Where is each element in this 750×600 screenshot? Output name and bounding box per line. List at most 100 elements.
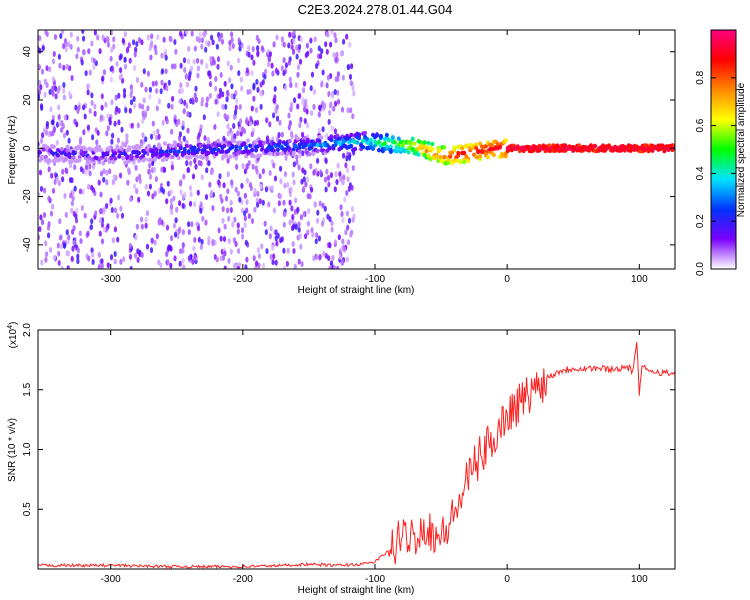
spectrogram-cell bbox=[76, 247, 80, 254]
spectrogram-cell bbox=[326, 74, 330, 81]
spectrogram-ridge-cell bbox=[47, 158, 52, 164]
spectrogram-cell bbox=[144, 222, 148, 229]
spectrogram-cell bbox=[144, 86, 148, 93]
spectrogram-cell bbox=[119, 205, 123, 212]
spectrogram-cell bbox=[145, 243, 150, 250]
spectrogram-cell bbox=[197, 37, 201, 43]
spectrogram-cell bbox=[196, 57, 200, 64]
spectrogram-cell bbox=[186, 111, 190, 118]
snr-x-tick-label: -100 bbox=[365, 574, 385, 585]
spectrogram-ridge-cell bbox=[162, 141, 167, 146]
spectrogram-cell bbox=[340, 106, 345, 113]
spectrogram-cell bbox=[193, 201, 197, 208]
spectrogram-cell bbox=[340, 246, 344, 253]
spectrogram-cell bbox=[312, 88, 317, 95]
colorbar-ticks: 0.0 0.2 0.4 0.6 0.8 bbox=[695, 70, 736, 276]
spectrogram-cell bbox=[286, 247, 290, 254]
spectrogram-cell bbox=[67, 137, 71, 144]
spectrogram-cell bbox=[189, 98, 193, 105]
spectrogram-cell bbox=[226, 123, 230, 130]
spectrogram-ridge-cell bbox=[474, 142, 479, 147]
spectrogram-cell bbox=[200, 174, 204, 181]
spectrogram-x-tick-label: -100 bbox=[365, 274, 385, 285]
spectrogram-cell bbox=[248, 181, 252, 188]
spectrogram-cell bbox=[84, 70, 88, 77]
spectrogram-cell bbox=[317, 127, 321, 134]
spectrogram-cell bbox=[86, 89, 90, 96]
spectrogram-cell bbox=[84, 164, 89, 171]
spectrogram-cell bbox=[207, 70, 211, 77]
spectrogram-cell bbox=[59, 243, 64, 250]
spectrogram-cell bbox=[290, 102, 294, 108]
spectrogram-cell bbox=[181, 229, 185, 236]
spectrogram-cell bbox=[290, 44, 294, 51]
spectrogram-cell bbox=[208, 181, 212, 188]
spectrogram-ridge-cell bbox=[446, 157, 451, 162]
spectrogram-cell bbox=[265, 248, 269, 255]
spectrogram-cell bbox=[330, 30, 334, 35]
spectrogram-cell bbox=[51, 58, 56, 65]
spectrogram-cell bbox=[111, 132, 115, 139]
spectrogram-cell bbox=[193, 236, 197, 243]
spectrogram-cell bbox=[113, 226, 117, 233]
spectrogram-cell bbox=[49, 106, 53, 113]
spectrogram-cell bbox=[193, 45, 197, 52]
spectrogram-cell bbox=[61, 168, 65, 175]
spectrogram-cell bbox=[282, 70, 286, 77]
spectrogram-cell bbox=[88, 108, 92, 114]
spectrogram-cell bbox=[160, 79, 164, 86]
spectrogram-cell bbox=[160, 52, 164, 59]
spectrogram-cell bbox=[43, 91, 47, 98]
spectrogram-cell bbox=[286, 181, 290, 188]
colorbar-tick-label: 0.0 bbox=[695, 262, 706, 276]
spectrogram-cell bbox=[335, 179, 339, 185]
spectrogram-cell bbox=[267, 201, 271, 208]
spectrogram-cell bbox=[99, 191, 103, 198]
spectrogram-cell bbox=[347, 154, 352, 161]
spectrogram-cell bbox=[274, 67, 278, 74]
spectrogram-cell bbox=[310, 227, 314, 234]
spectrogram-ridge-cell bbox=[275, 147, 280, 152]
spectrogram-cell bbox=[239, 118, 243, 125]
spectrogram-cell bbox=[272, 207, 276, 214]
spectrogram-ridge-cell bbox=[287, 138, 292, 144]
spectrogram-ridge-cell bbox=[285, 151, 290, 156]
spectrogram-cell bbox=[178, 131, 182, 138]
spectrogram-cell bbox=[129, 84, 133, 91]
spectrogram-cell bbox=[45, 65, 49, 72]
spectrogram-cell bbox=[247, 160, 251, 167]
spectrogram-cell bbox=[70, 75, 74, 81]
spectrogram-ridge-cell bbox=[178, 140, 183, 145]
spectrogram-cell bbox=[223, 80, 227, 87]
spectrogram-cell bbox=[223, 265, 227, 269]
spectrogram-cell bbox=[256, 247, 260, 254]
spectrogram-cell bbox=[236, 190, 240, 197]
spectrogram-cell bbox=[336, 71, 340, 78]
spectrogram-cell bbox=[119, 172, 123, 179]
spectrogram-cell bbox=[337, 234, 341, 241]
spectrogram-cell bbox=[339, 204, 343, 211]
spectrogram-cell bbox=[143, 112, 148, 118]
spectrogram-cell bbox=[173, 231, 178, 238]
spectrogram-cell bbox=[170, 103, 174, 110]
spectrogram-ridge-cell bbox=[184, 139, 189, 145]
spectrogram-cell bbox=[58, 62, 62, 69]
spectrogram-cell bbox=[40, 105, 44, 111]
spectrogram-cell bbox=[287, 42, 291, 49]
spectrogram-cell bbox=[347, 217, 352, 224]
spectrogram-cell bbox=[302, 176, 306, 183]
spectrogram-cell bbox=[282, 247, 286, 254]
spectrogram-ridge-cell bbox=[400, 143, 405, 149]
spectrogram-cell bbox=[289, 82, 293, 89]
spectrogram-cell bbox=[306, 220, 310, 227]
spectrogram-ridge-cell bbox=[222, 143, 227, 149]
spectrogram-cell bbox=[122, 92, 127, 99]
spectrogram-cell bbox=[223, 113, 227, 119]
spectrogram-cell bbox=[270, 62, 274, 69]
spectrogram-cell bbox=[256, 201, 260, 208]
spectrogram-cell bbox=[148, 162, 152, 169]
spectrogram-cell bbox=[185, 81, 190, 88]
spectrogram-cell bbox=[57, 85, 61, 92]
spectrogram-cell bbox=[351, 85, 355, 92]
